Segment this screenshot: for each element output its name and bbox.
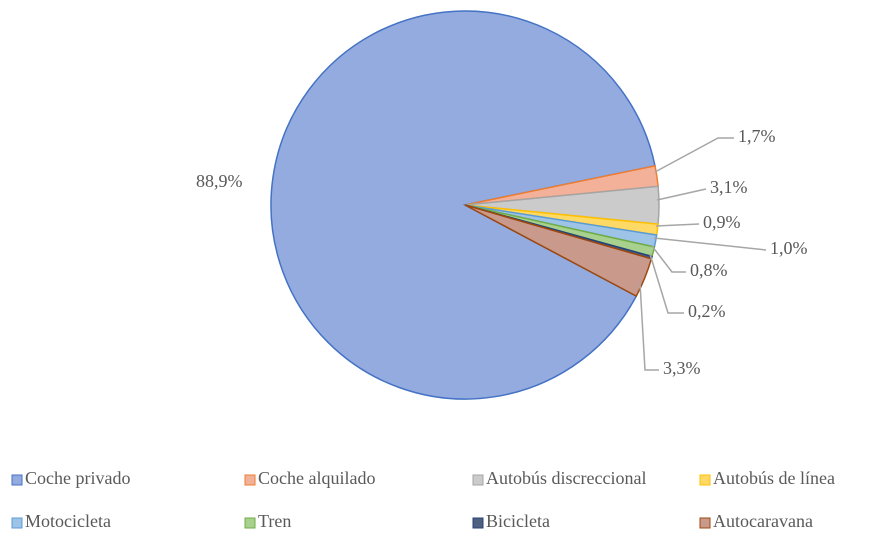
pie-slice — [270, 10, 656, 400]
legend-swatch — [11, 517, 23, 529]
legend-swatch — [472, 474, 484, 486]
legend-label: Motocicleta — [25, 511, 111, 531]
legend-label: Coche alquilado — [258, 468, 375, 488]
legend-label: Coche privado — [25, 468, 130, 488]
leader-line — [651, 245, 686, 273]
leader-line — [653, 237, 767, 251]
data-label: 3,1% — [710, 177, 748, 197]
legend-swatch — [699, 474, 711, 486]
data-label: 1,7% — [738, 126, 776, 146]
legend-swatch — [11, 474, 23, 486]
leader-line — [654, 137, 734, 173]
data-label: 0,8% — [690, 260, 728, 280]
data-label: 0,9% — [703, 212, 741, 232]
data-label: 1,0% — [770, 238, 808, 258]
legend-label: Autobús de línea — [713, 468, 835, 488]
data-label: 3,3% — [663, 358, 701, 378]
legend-swatch — [699, 517, 711, 529]
leader-line — [656, 188, 707, 201]
data-label: 0,2% — [688, 301, 726, 321]
legend-swatch — [244, 474, 256, 486]
leader-line — [655, 223, 700, 227]
leader-line — [639, 282, 659, 371]
legend-label: Autobús discreccional — [486, 468, 646, 488]
legend-swatch — [472, 517, 484, 529]
legend-label: Tren — [258, 511, 291, 531]
legend-swatch — [244, 517, 256, 529]
legend-label: Autocaravana — [713, 511, 813, 531]
leader-line — [649, 253, 684, 314]
data-label: 88,9% — [196, 171, 243, 191]
legend-label: Bicicleta — [486, 511, 550, 531]
